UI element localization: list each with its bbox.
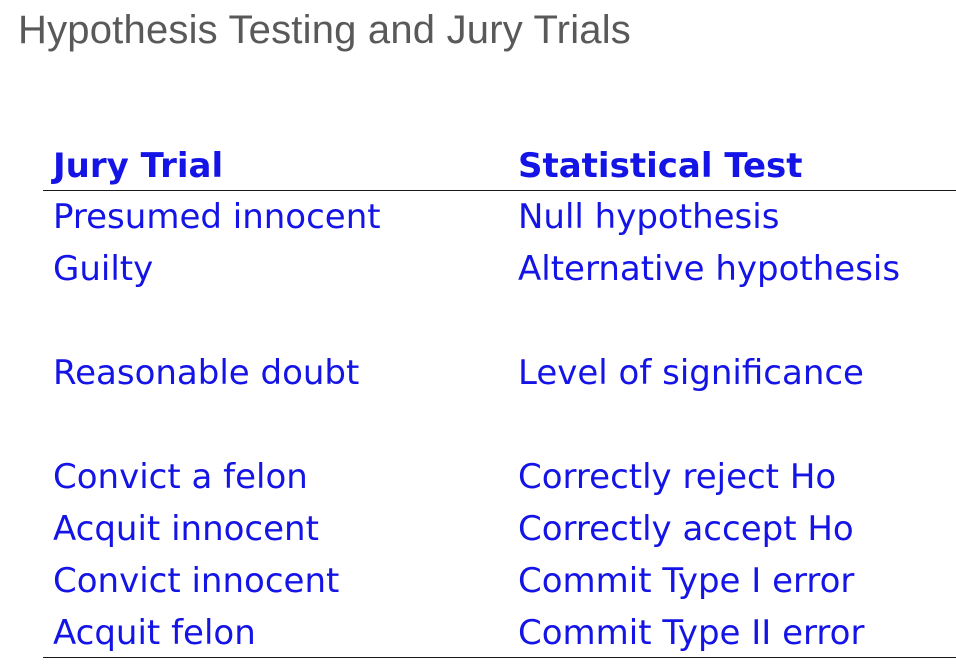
jury-trial-cell: Guilty: [53, 249, 154, 289]
statistical-test-cell: Null hypothesis: [518, 197, 780, 237]
header-statistical-test: Statistical Test: [518, 146, 803, 186]
table-header-row: Jury Trial Statistical Test: [43, 140, 956, 191]
statistical-test-cell: Alternative hypothesis: [518, 249, 901, 289]
statistical-test-cell: Commit Type I error: [518, 561, 855, 601]
jury-trial-cell: Acquit innocent: [53, 509, 319, 549]
jury-trial-cell: Acquit felon: [53, 613, 256, 653]
table-row-spacer: [43, 295, 956, 347]
jury-trial-cell: Reasonable doubt: [53, 353, 360, 393]
header-jury-trial: Jury Trial: [53, 146, 224, 186]
statistical-test-cell: Correctly reject Ho: [518, 457, 837, 497]
table-row: Convict innocent Commit Type I error: [43, 555, 956, 607]
table-row: Reasonable doubt Level of significance: [43, 347, 956, 399]
jury-trial-cell: Convict innocent: [53, 561, 340, 601]
slide-title: Hypothesis Testing and Jury Trials: [18, 8, 632, 52]
jury-trial-cell: Presumed innocent: [53, 197, 381, 237]
table-row: Convict a felon Correctly reject Ho: [43, 451, 956, 503]
table-row: Presumed innocent Null hypothesis: [43, 191, 956, 243]
comparison-table: Jury Trial Statistical Test Presumed inn…: [43, 140, 956, 659]
statistical-test-cell: Level of significance: [518, 353, 864, 393]
table-row: Acquit felon Commit Type II error: [43, 607, 956, 659]
jury-trial-cell: Convict a felon: [53, 457, 308, 497]
table-bottom-rule: [43, 657, 956, 658]
table-row: Guilty Alternative hypothesis: [43, 243, 956, 295]
statistical-test-cell: Commit Type II error: [518, 613, 865, 653]
table-row-spacer: [43, 399, 956, 451]
table-row: Acquit innocent Correctly accept Ho: [43, 503, 956, 555]
statistical-test-cell: Correctly accept Ho: [518, 509, 854, 549]
